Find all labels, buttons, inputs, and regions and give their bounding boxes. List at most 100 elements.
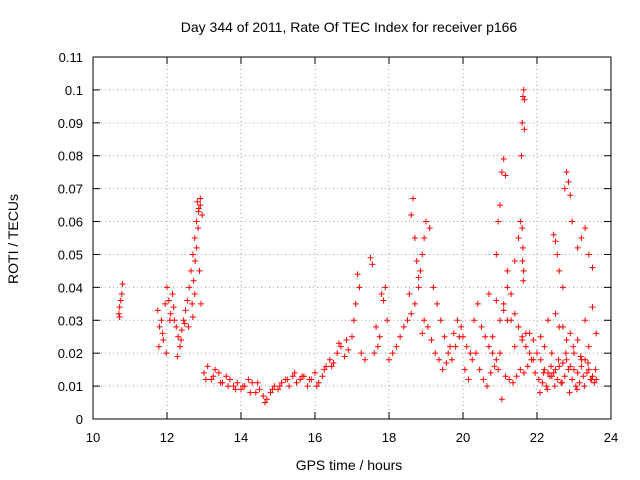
data-point [411,235,418,241]
data-point [196,267,203,274]
data-point [521,126,528,133]
data-point [495,366,502,373]
data-point [493,251,500,258]
data-point [189,313,196,320]
data-point [312,369,318,376]
data-point [170,304,177,311]
data-point [559,379,566,386]
data-point [491,363,498,370]
data-point [498,169,505,176]
data-point [373,323,380,330]
data-point [319,373,326,380]
data-point [194,198,201,205]
y-axis-label: ROTI / TECUs [5,194,21,284]
data-point [182,307,189,314]
data-point [522,343,529,350]
data-point [419,330,426,337]
data-point [574,337,581,344]
data-point [297,376,304,383]
data-point [197,195,204,202]
data-point [521,369,528,376]
data-point [495,218,502,225]
data-point [217,379,224,386]
data-point [520,86,527,93]
data-point [192,258,199,265]
y-tick-label: 0.1 [65,83,83,98]
data-point [117,297,124,304]
data-point [588,376,595,383]
data-point [589,373,596,380]
data-point [487,369,494,376]
data-point [559,360,566,367]
data-point [569,218,576,225]
data-point [210,373,217,380]
data-point [593,330,600,337]
data-point [526,350,533,357]
data-point [406,290,413,297]
y-tick-label: 0.11 [59,50,83,65]
data-point [232,386,239,393]
data-point [415,284,422,291]
data-point [493,297,500,304]
data-point [515,235,522,241]
data-point [585,343,592,350]
data-point [424,323,431,330]
y-tick-label: 0.01 [58,379,83,394]
data-point [583,369,590,376]
data-point [552,310,559,317]
data-point [580,373,587,380]
data-point [328,363,335,370]
data-point [115,310,122,317]
data-point [278,379,285,386]
data-point [592,366,599,373]
data-point [371,350,378,357]
data-point [448,356,455,363]
data-point [571,350,577,357]
data-point [517,218,524,225]
data-point [358,350,365,357]
data-point [413,258,420,265]
data-point [489,333,496,340]
data-point [334,350,341,357]
data-point [500,300,507,307]
data-point [563,169,570,176]
y-tick-label: 0.09 [58,116,83,131]
y-tick-label: 0.03 [58,313,83,328]
data-point [552,366,559,373]
data-point [567,330,574,337]
data-point [162,300,169,307]
data-point [497,350,503,357]
data-point [519,93,526,100]
data-point [356,284,363,291]
data-point [271,383,278,390]
data-point [263,396,270,403]
data-point [435,356,442,363]
data-point [349,333,355,340]
data-point [461,366,468,373]
data-point [585,366,592,373]
data-point [519,258,526,265]
data-point [578,356,585,363]
data-point [276,383,283,390]
data-point [578,235,585,241]
data-point [408,310,415,317]
data-point [417,267,424,274]
chart-title: Day 344 of 2011, Rate Of TEC Index for r… [181,19,518,35]
data-point [434,300,441,307]
data-point [367,254,374,261]
data-point [540,369,547,376]
data-point [190,277,197,284]
data-point [454,317,461,324]
data-point [562,350,569,357]
data-point [447,343,454,350]
data-point [193,244,200,251]
y-tick-label: 0.02 [58,346,83,361]
data-point [415,274,422,281]
data-point [520,277,527,284]
data-point [321,366,328,373]
data-point [504,267,511,274]
data-point [313,383,320,390]
data-point [180,317,187,324]
data-point [158,317,165,324]
